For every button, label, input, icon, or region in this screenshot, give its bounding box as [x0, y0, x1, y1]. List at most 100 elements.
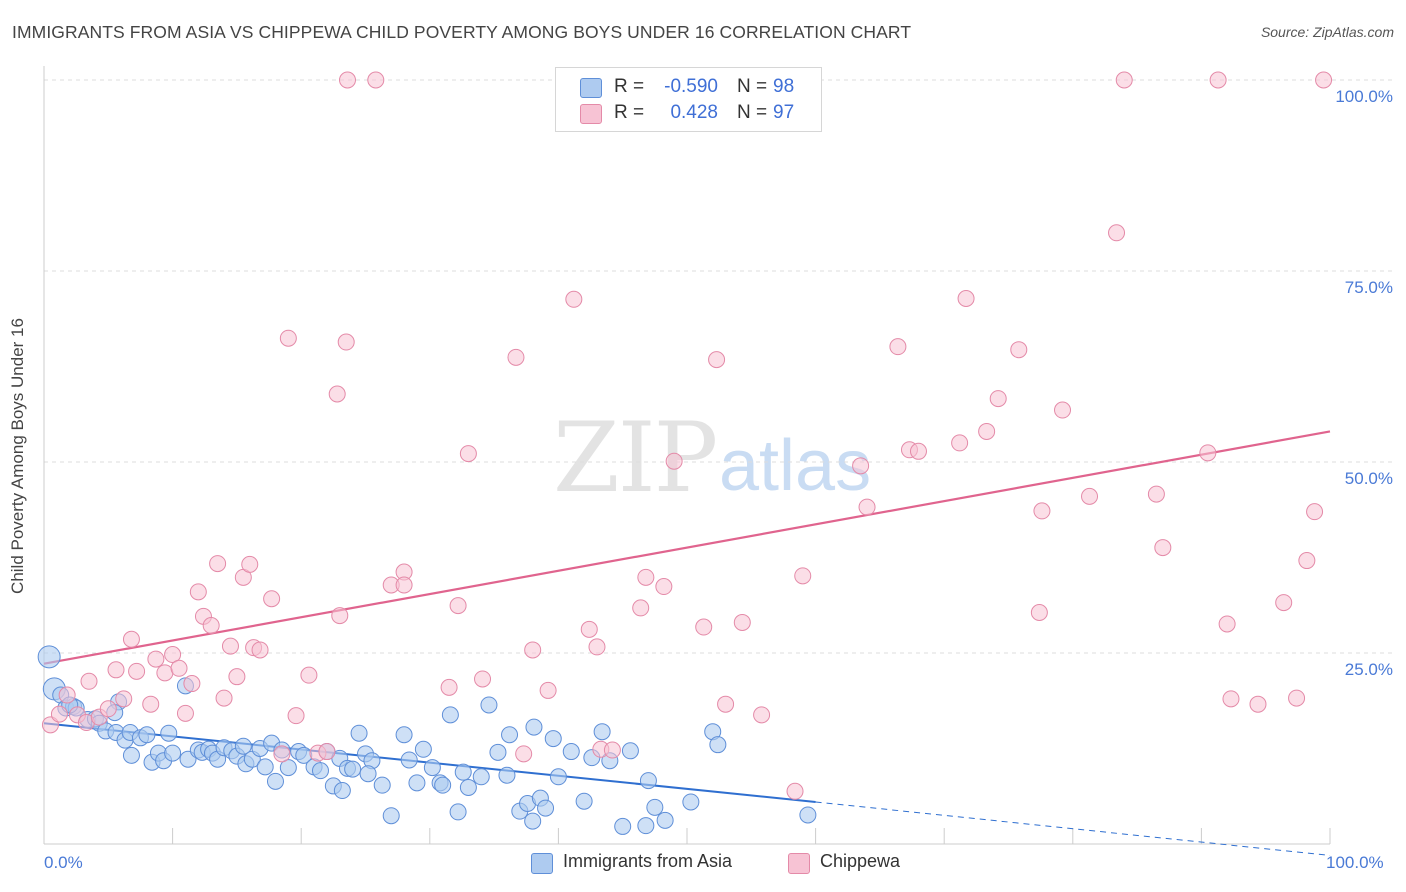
data-point-immigrants-from-asia	[621, 742, 639, 760]
data-point-chippewa	[1315, 71, 1333, 89]
data-point-chippewa	[221, 637, 239, 655]
data-point-immigrants-from-asia	[480, 696, 498, 714]
data-point-immigrants-from-asia	[646, 798, 664, 816]
data-point-chippewa	[1209, 71, 1227, 89]
data-point-chippewa	[367, 71, 385, 89]
data-point-immigrants-from-asia	[709, 736, 727, 754]
data-point-chippewa	[565, 290, 583, 308]
legend-n-value: 97	[773, 102, 795, 123]
trend-line-asia-extension	[815, 801, 1331, 856]
data-point-chippewa	[507, 348, 525, 366]
data-point-immigrants-from-asia	[525, 718, 543, 736]
data-point-chippewa	[524, 641, 542, 659]
data-point-immigrants-from-asia	[359, 765, 377, 783]
data-point-chippewa	[852, 457, 870, 475]
data-point-chippewa	[50, 705, 68, 723]
data-point-immigrants-from-asia	[454, 763, 472, 781]
data-point-chippewa	[189, 583, 207, 601]
data-point-immigrants-from-asia	[122, 746, 140, 764]
data-point-immigrants-from-asia	[682, 793, 700, 811]
data-point-chippewa	[1249, 695, 1267, 713]
data-point-chippewa	[318, 743, 336, 761]
series-chippewa	[41, 71, 1333, 800]
data-point-chippewa	[337, 333, 355, 351]
data-point-chippewa	[909, 442, 927, 460]
data-point-immigrants-from-asia	[256, 758, 274, 776]
legend-label-chippewa: Chippewa	[820, 851, 901, 871]
data-point-chippewa	[1030, 604, 1048, 622]
data-point-chippewa	[328, 385, 346, 403]
data-point-chippewa	[115, 690, 133, 708]
data-point-chippewa	[1222, 690, 1240, 708]
data-point-immigrants-from-asia	[266, 772, 284, 790]
data-point-chippewa	[889, 338, 907, 356]
data-point-immigrants-from-asia	[344, 760, 362, 778]
series-immigrants-from-asia	[37, 645, 817, 835]
data-point-chippewa	[80, 672, 98, 690]
data-point-chippewa	[1081, 487, 1099, 505]
data-point-chippewa	[603, 741, 621, 759]
data-point-immigrants-from-asia	[639, 772, 657, 790]
data-point-chippewa	[122, 630, 140, 648]
data-point-chippewa	[717, 695, 735, 713]
data-point-immigrants-from-asia	[441, 706, 459, 724]
x-tick-label-0: 0.0%	[44, 853, 83, 872]
data-point-immigrants-from-asia	[544, 730, 562, 748]
watermark-atlas: atlas	[719, 426, 872, 506]
data-point-immigrants-from-asia	[434, 776, 452, 794]
data-point-chippewa	[637, 568, 655, 586]
data-point-chippewa	[164, 646, 182, 664]
legend-swatch-pink	[580, 104, 602, 124]
data-point-immigrants-from-asia	[472, 768, 490, 786]
data-point-immigrants-from-asia	[138, 726, 156, 744]
data-point-chippewa	[440, 678, 458, 696]
chart-title: IMMIGRANTS FROM ASIA VS CHIPPEWA CHILD P…	[12, 22, 912, 42]
data-point-chippewa	[539, 681, 557, 699]
data-point-immigrants-from-asia	[279, 759, 297, 777]
data-point-chippewa	[1306, 503, 1324, 521]
data-point-chippewa	[241, 555, 259, 573]
legend-swatch-pink	[788, 853, 810, 874]
data-point-chippewa	[1275, 594, 1293, 612]
data-point-chippewa	[957, 290, 975, 308]
legend-swatch-blue	[580, 78, 602, 98]
y-tick-label-75: 75.0%	[1344, 278, 1393, 297]
data-point-chippewa	[156, 664, 174, 682]
data-point-immigrants-from-asia	[637, 817, 655, 835]
data-point-immigrants-from-asia	[524, 812, 542, 830]
data-point-chippewa	[279, 329, 297, 347]
data-point-chippewa	[58, 686, 76, 704]
data-point-immigrants-from-asia	[37, 645, 61, 669]
y-tick-label-50: 50.0%	[1344, 469, 1393, 488]
data-point-chippewa	[978, 422, 996, 440]
data-point-chippewa	[176, 704, 194, 722]
data-point-immigrants-from-asia	[459, 778, 477, 796]
data-point-immigrants-from-asia	[489, 743, 507, 761]
data-point-immigrants-from-asia	[614, 817, 632, 835]
data-point-chippewa	[708, 351, 726, 369]
data-point-chippewa	[215, 689, 233, 707]
legend-n-label: N =	[737, 76, 768, 97]
legend-n-label: N =	[737, 102, 768, 123]
data-point-chippewa	[1054, 401, 1072, 419]
data-point-immigrants-from-asia	[350, 724, 368, 742]
data-point-chippewa	[273, 745, 291, 763]
correlation-legend: R = -0.590 N = 98 R = 0.428 N = 97	[555, 67, 822, 132]
data-point-chippewa	[1033, 502, 1051, 520]
data-point-chippewa	[1108, 224, 1126, 242]
y-axis-label: Child Poverty Among Boys Under 16	[8, 318, 27, 594]
data-point-immigrants-from-asia	[799, 806, 817, 824]
legend-label-asia: Immigrants from Asia	[563, 851, 733, 871]
data-point-chippewa	[753, 706, 771, 724]
data-point-chippewa	[786, 782, 804, 800]
data-point-immigrants-from-asia	[549, 768, 567, 786]
data-point-chippewa	[695, 618, 713, 636]
legend-r-label: R =	[614, 102, 645, 123]
data-point-chippewa	[170, 659, 188, 677]
data-point-chippewa	[395, 576, 413, 594]
data-point-chippewa	[338, 71, 356, 89]
source-credit: Source: ZipAtlas.com	[1260, 24, 1394, 40]
data-point-chippewa	[1010, 341, 1028, 359]
data-point-chippewa	[147, 650, 165, 668]
data-point-chippewa	[665, 452, 683, 470]
